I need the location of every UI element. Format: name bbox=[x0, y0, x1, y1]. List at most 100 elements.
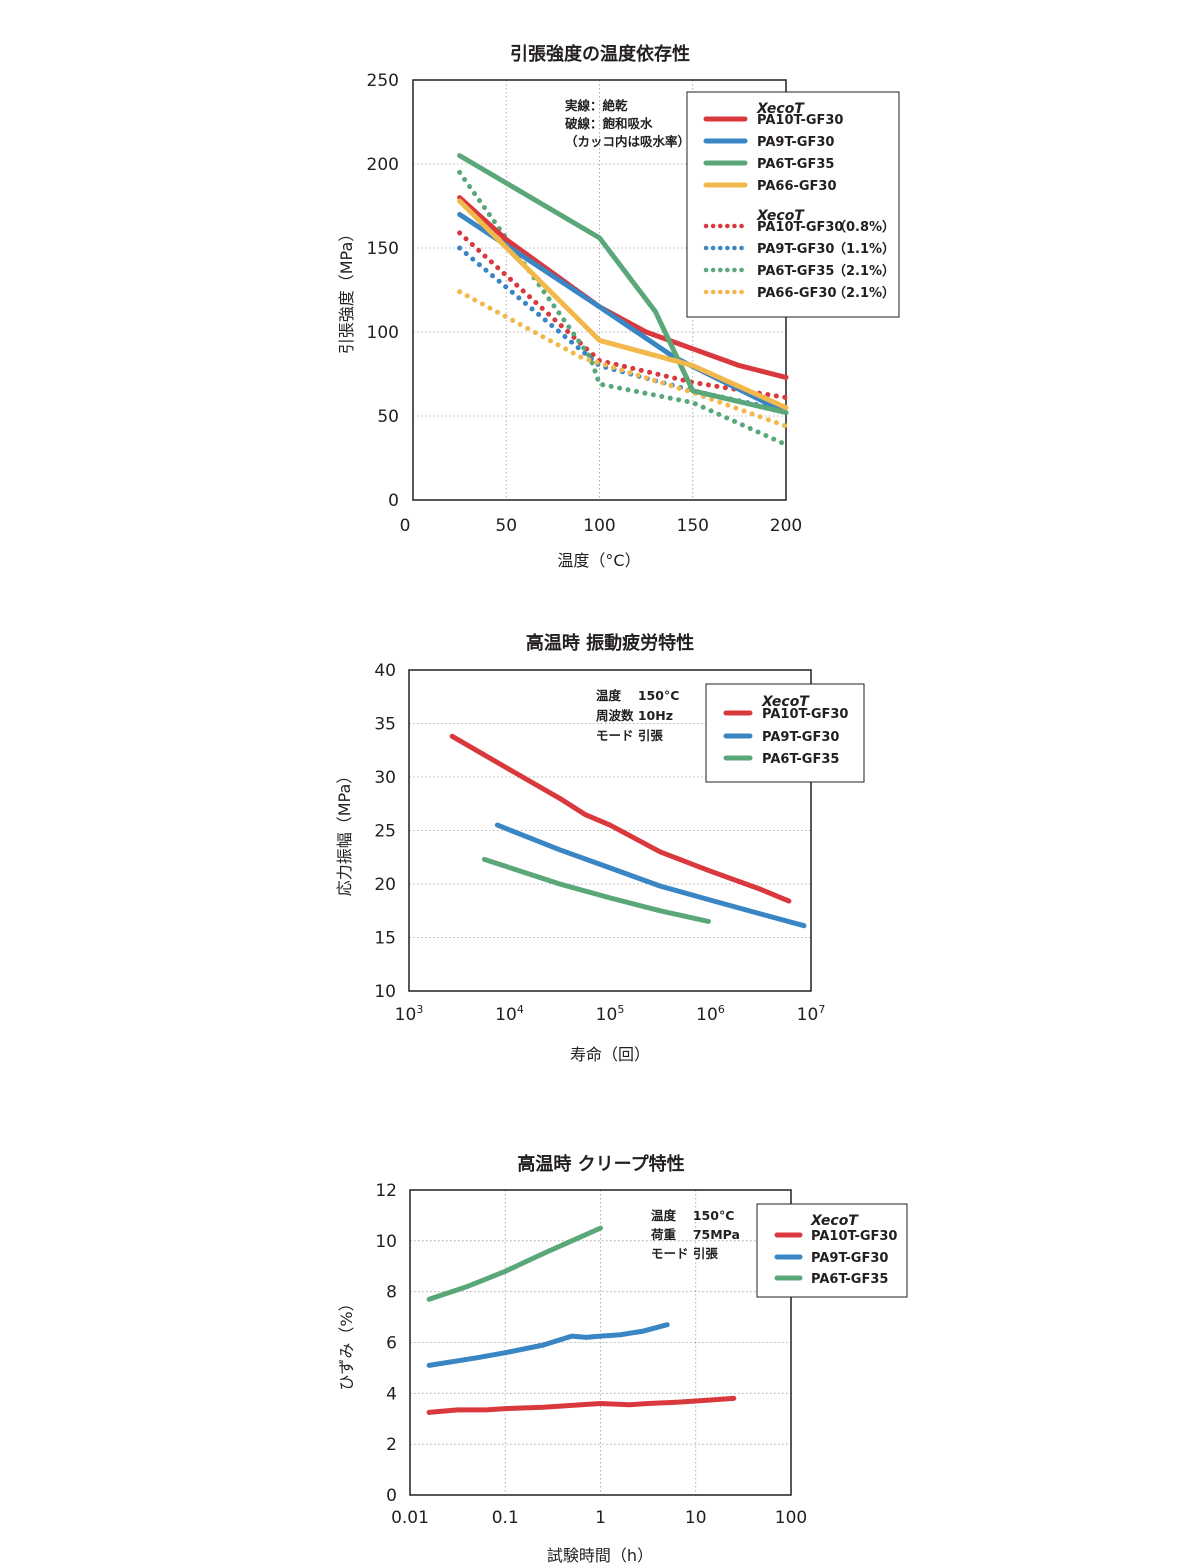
chart-svg: 引張強度の温度依存性 0 50 100 150 200 0 50 100 150 200 250 温度（… bbox=[337, 43, 900, 570]
legend-label: PA66-GF30 bbox=[757, 179, 837, 194]
series-line-pa10t-gf30-wet bbox=[457, 230, 789, 400]
svg-text:XecoT: XecoT bbox=[756, 101, 805, 117]
x-tick-label: 0.01 bbox=[391, 1508, 429, 1528]
series-line-pa10t-gf30-dry bbox=[457, 195, 789, 380]
legend-absorption: （0.8%） bbox=[833, 219, 895, 235]
chart-svg: 高温時 振動疲労特性 103 104 105 106 107 10 15 20 25 30 35 40 寿… bbox=[335, 632, 865, 1064]
series-line-pa10t-gf30 bbox=[426, 1395, 737, 1415]
y-tick-label: 50 bbox=[377, 407, 399, 427]
legend-label: PA10T-GF30 bbox=[757, 113, 843, 128]
legend-box bbox=[686, 91, 900, 318]
tensile-strength-chart: 引張強度の温度依存性 0 50 100 150 200 0 50 100 150 200 250 温度（… bbox=[0, 0, 1200, 590]
condition-note: 温度 150°C bbox=[651, 1208, 734, 1223]
series-line-pa6t-gf35-dry bbox=[457, 153, 789, 416]
legend-label: PA10T-GF30 bbox=[762, 707, 848, 722]
condition-note: モード 引張 bbox=[651, 1246, 718, 1261]
x-tick-label: 150 bbox=[677, 516, 709, 536]
y-tick-label: 8 bbox=[386, 1283, 397, 1303]
y-tick-label: 6 bbox=[386, 1334, 397, 1354]
x-tick-label: 107 bbox=[797, 1003, 826, 1025]
y-tick-label: 0 bbox=[388, 491, 399, 511]
x-tick-label: 1 bbox=[595, 1508, 606, 1528]
legend-label: PA6T-GF35 bbox=[757, 264, 834, 279]
xecot-logo: XecoT bbox=[756, 208, 805, 224]
legend-label: PA9T-GF30 bbox=[757, 135, 834, 150]
plot-frame bbox=[409, 1189, 792, 1496]
y-tick-label: 30 bbox=[374, 768, 396, 788]
plot-frame bbox=[408, 669, 812, 992]
xecot-logo: XecoT bbox=[756, 101, 805, 117]
x-tick-label: 100 bbox=[583, 516, 615, 536]
series-line-pa66-gf30-dry bbox=[457, 198, 789, 411]
legend-label: PA66-GF30 bbox=[757, 286, 837, 301]
xecot-logo: XecoT bbox=[810, 1213, 859, 1229]
condition-note: （カッコ内は吸水率） bbox=[565, 134, 690, 149]
y-tick-label: 25 bbox=[374, 822, 396, 842]
series-line-pa6t-gf35 bbox=[426, 1225, 603, 1302]
y-tick-label: 2 bbox=[386, 1435, 397, 1455]
x-tick-label: 103 bbox=[395, 1003, 424, 1025]
x-tick-label: 200 bbox=[770, 516, 802, 536]
y-tick-label: 12 bbox=[375, 1181, 397, 1201]
legend-absorption: （2.1%） bbox=[833, 285, 895, 301]
y-tick-label: 40 bbox=[374, 661, 396, 681]
legend-label: PA9T-GF30 bbox=[762, 730, 839, 745]
x-axis-label: 寿命（回） bbox=[570, 1045, 650, 1064]
y-tick-label: 250 bbox=[367, 71, 399, 91]
legend-label: PA6T-GF35 bbox=[757, 157, 834, 172]
y-tick-label: 200 bbox=[367, 155, 399, 175]
y-tick-label: 15 bbox=[374, 929, 396, 949]
legend-box bbox=[705, 683, 865, 783]
condition-note: 破線：飽和吸水 bbox=[565, 116, 653, 131]
series-line-pa66-gf30-wet bbox=[457, 289, 789, 429]
y-tick-label: 10 bbox=[375, 1232, 397, 1252]
series-line-pa9t-gf30 bbox=[494, 822, 807, 929]
y-tick-label: 150 bbox=[367, 239, 399, 259]
y-tick-label: 0 bbox=[386, 1486, 397, 1506]
legend-label: PA6T-GF35 bbox=[811, 1272, 888, 1287]
legend-label: PA9T-GF30 bbox=[757, 242, 834, 257]
x-tick-label: 106 bbox=[696, 1003, 725, 1025]
chart-svg: 高温時 クリープ特性 0.01 0.1 1 10 100 0 2 4 6 8 10 12 試験時間（h） ひ… bbox=[337, 1153, 908, 1565]
y-axis-label: ひずみ（%） bbox=[337, 1295, 356, 1390]
x-tick-label: 105 bbox=[596, 1003, 625, 1025]
legend-label: PA6T-GF35 bbox=[762, 752, 839, 767]
condition-note: 荷重 75MPa bbox=[650, 1227, 740, 1242]
legend-label: PA10T-GF30 bbox=[757, 220, 843, 235]
x-tick-label: 10 bbox=[685, 1508, 707, 1528]
x-axis-label: 試験時間（h） bbox=[547, 1546, 653, 1565]
chart-title: 引張強度の温度依存性 bbox=[510, 43, 690, 65]
series-line-pa6t-gf35 bbox=[481, 856, 711, 924]
x-tick-label: 0 bbox=[400, 516, 411, 536]
x-axis-label: 温度（°C） bbox=[557, 551, 640, 570]
series-line-pa10t-gf30 bbox=[449, 733, 792, 904]
x-tick-label: 104 bbox=[495, 1003, 524, 1025]
legend: XecoTPA10T-GF30PA9T-GF30PA6T-GF35PA66-GF… bbox=[686, 91, 900, 318]
y-axis-label: 引張強度（MPa） bbox=[337, 226, 356, 355]
y-tick-label: 10 bbox=[374, 982, 396, 1002]
y-tick-label: 35 bbox=[374, 715, 396, 735]
creep-chart: 高温時 クリープ特性 0.01 0.1 1 10 100 0 2 4 6 8 10 12 試験時間（h） ひ… bbox=[0, 1130, 1200, 1566]
y-tick-label: 20 bbox=[374, 875, 396, 895]
legend-label: PA9T-GF30 bbox=[811, 1251, 888, 1266]
svg-text:XecoT: XecoT bbox=[810, 1213, 859, 1229]
y-tick-label: 4 bbox=[386, 1384, 397, 1404]
legend-absorption: （2.1%） bbox=[833, 263, 895, 279]
svg-text:XecoT: XecoT bbox=[756, 208, 805, 224]
legend-label: PA10T-GF30 bbox=[811, 1229, 897, 1244]
chart-title: 高温時 振動疲労特性 bbox=[526, 632, 694, 654]
x-tick-label: 50 bbox=[495, 516, 517, 536]
chart-title: 高温時 クリープ特性 bbox=[517, 1153, 684, 1175]
condition-note: 実線：絶乾 bbox=[565, 98, 628, 113]
x-tick-label: 100 bbox=[775, 1508, 807, 1528]
y-axis-label: 応力振幅（MPa） bbox=[335, 768, 354, 897]
condition-note: 温度 150°C bbox=[596, 688, 679, 703]
fatigue-chart: 高温時 振動疲労特性 103 104 105 106 107 10 15 20 25 30 35 40 寿… bbox=[0, 610, 1200, 1090]
svg-text:XecoT: XecoT bbox=[761, 694, 810, 710]
series-line-pa9t-gf30 bbox=[426, 1322, 670, 1368]
x-tick-label: 0.1 bbox=[492, 1508, 519, 1528]
legend-box bbox=[756, 1203, 908, 1298]
legend-absorption: （1.1%） bbox=[833, 241, 895, 257]
